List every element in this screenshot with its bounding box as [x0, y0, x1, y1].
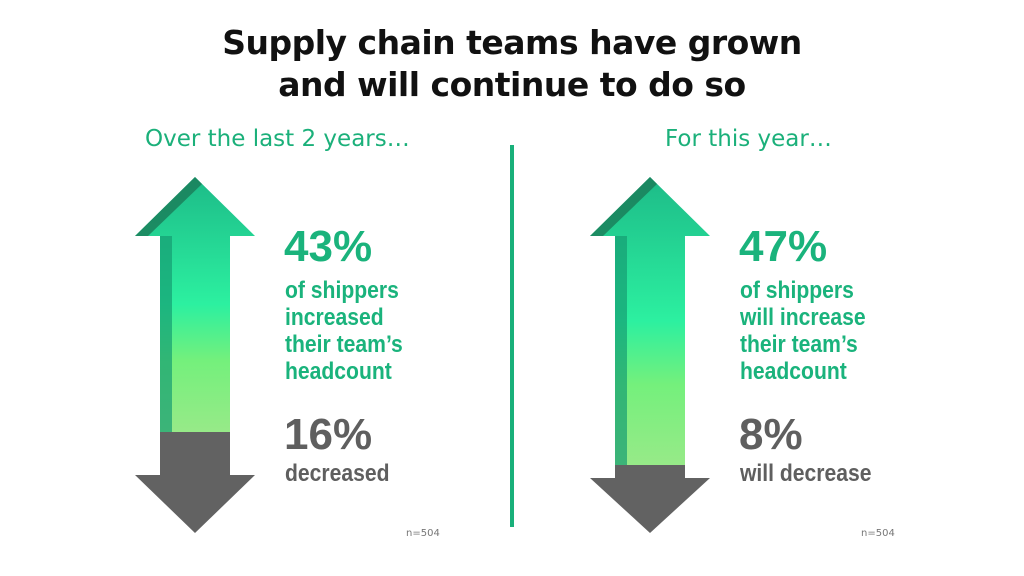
- left-increase-pct: 43%: [284, 222, 373, 271]
- left-arrow: [135, 177, 255, 533]
- left-up-arrow: [135, 177, 255, 432]
- right-arrow-shadow: [615, 236, 627, 465]
- right-decrease-pct: 8%: [739, 410, 803, 459]
- right-arrow: [590, 177, 710, 533]
- divider: [510, 145, 514, 527]
- left-arrow-shadow: [160, 236, 172, 432]
- left-increase-text: of shippers increased their team’s headc…: [285, 277, 403, 385]
- left-sample-size: n=504: [406, 528, 440, 539]
- right-subtitle: For this year…: [665, 126, 832, 152]
- left-decrease-text: decreased: [285, 460, 390, 487]
- left-decrease-pct: 16%: [284, 410, 373, 459]
- right-increase-text: of shippers will increase their team’s h…: [740, 277, 866, 385]
- left-arrow-head-shadow: [135, 177, 202, 236]
- right-arrow-head-shadow: [590, 177, 657, 236]
- right-decrease-text: will decrease: [740, 460, 872, 487]
- right-down-arrow: [590, 465, 710, 533]
- left-down-arrow: [135, 432, 255, 533]
- right-sample-size: n=504: [861, 528, 895, 539]
- right-increase-pct: 47%: [739, 222, 828, 271]
- page-title: Supply chain teams have grown and will c…: [222, 23, 802, 104]
- left-subtitle: Over the last 2 years…: [145, 126, 410, 152]
